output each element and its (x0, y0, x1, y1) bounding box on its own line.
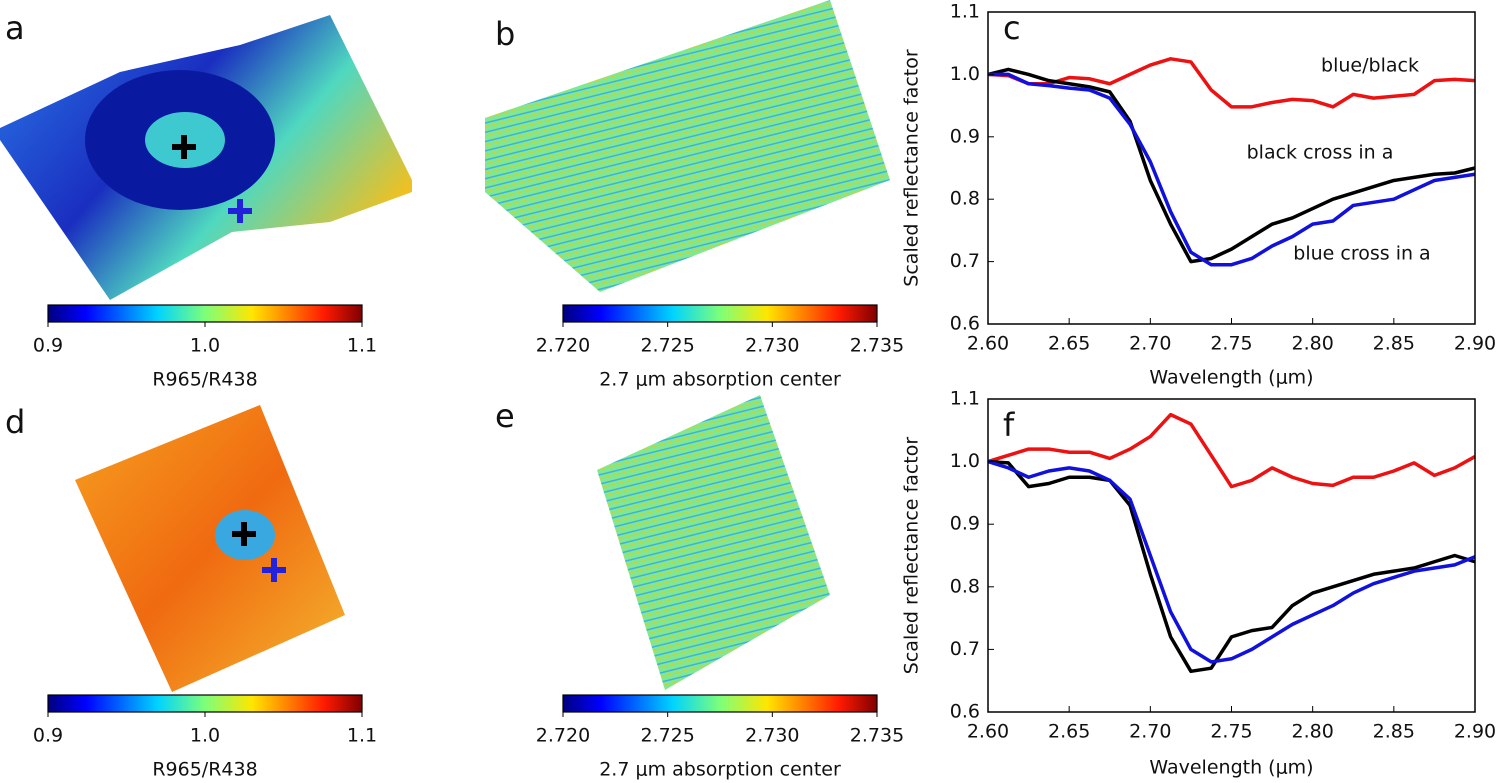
series-label: blue/black (1321, 55, 1419, 77)
x-tick-label: 2.60 (967, 721, 1009, 743)
x-tick-label: 2.85 (1373, 721, 1415, 743)
x-tick-label: 2.85 (1373, 333, 1415, 355)
x-tick-label: 2.70 (1129, 721, 1171, 743)
colorbar-tick-label: 2.720 (536, 335, 590, 357)
panel-label: c (1003, 9, 1021, 47)
y-tick-label: 1.0 (950, 63, 980, 85)
x-tick-label: 2.75 (1210, 333, 1252, 355)
y-tick-label: 0.8 (950, 188, 980, 210)
colorbar-label: 2.7 μm absorption center (599, 759, 841, 781)
colorbar-tick-label: 1.1 (347, 725, 377, 747)
colorbar-tick-label: 2.725 (640, 335, 694, 357)
x-tick-label: 2.65 (1048, 333, 1090, 355)
colorbar-tick-label: 2.730 (745, 335, 799, 357)
panel-label: f (1003, 406, 1015, 444)
x-tick-label: 2.90 (1454, 333, 1496, 355)
series-line (987, 459, 1476, 674)
colorbar (562, 694, 878, 713)
colorbar-tick-label: 1.0 (190, 725, 220, 747)
panel-label: b (495, 15, 515, 53)
x-tick-label: 2.70 (1129, 333, 1171, 355)
series-line (987, 412, 1476, 489)
y-tick-label: 0.9 (950, 125, 980, 147)
y-tick-label: 0.6 (950, 701, 980, 723)
series-line (987, 67, 1476, 264)
colorbar-tick-label: 2.735 (850, 335, 904, 357)
colorbar-tick-label: 2.725 (640, 725, 694, 747)
series-label: blue cross in a (1293, 243, 1430, 265)
series-line (987, 459, 1476, 664)
image-e (597, 395, 830, 690)
colorbar-tick-label: 1.1 (347, 335, 377, 357)
series-label: black cross in a (1247, 142, 1394, 164)
colorbar-tick-label: 2.730 (745, 725, 799, 747)
y-axis-label: Scaled reflectance factor (901, 437, 923, 675)
y-tick-label: 0.8 (950, 575, 980, 597)
colorbar (47, 304, 363, 323)
colorbar-tick-label: 1.0 (190, 335, 220, 357)
x-axis-label: Wavelength (μm) (1149, 757, 1313, 779)
y-axis-label: Scaled reflectance factor (901, 49, 923, 287)
colorbar-label: R965/R438 (152, 369, 257, 391)
series-line (987, 57, 1476, 109)
colorbar-tick-label: 0.9 (33, 335, 63, 357)
panel-label: a (5, 9, 25, 47)
image-a (0, 15, 412, 300)
colorbar-tick-label: 0.9 (33, 725, 63, 747)
x-tick-label: 2.80 (1292, 333, 1334, 355)
colorbar-tick-label: 2.735 (850, 725, 904, 747)
plot-frame (987, 398, 1476, 713)
colorbar-label: R965/R438 (152, 759, 257, 781)
panel-label: e (495, 397, 515, 435)
image-d (75, 405, 345, 692)
y-tick-label: 0.6 (950, 313, 980, 335)
x-tick-label: 2.60 (967, 333, 1009, 355)
y-tick-label: 0.7 (950, 250, 980, 272)
y-tick-label: 1.1 (950, 388, 980, 410)
series-line (988, 72, 1476, 267)
y-tick-label: 1.0 (950, 450, 980, 472)
colorbar (562, 304, 878, 323)
image-b (485, 0, 890, 292)
y-tick-label: 1.1 (950, 1, 980, 23)
colorbar-label: 2.7 μm absorption center (599, 369, 841, 391)
panel-label: d (5, 403, 25, 441)
y-tick-label: 0.7 (950, 638, 980, 660)
y-tick-label: 0.9 (950, 513, 980, 535)
x-tick-label: 2.80 (1292, 721, 1334, 743)
x-axis-label: Wavelength (μm) (1149, 367, 1313, 389)
x-tick-label: 2.75 (1210, 721, 1252, 743)
x-tick-label: 2.65 (1048, 721, 1090, 743)
x-tick-label: 2.90 (1454, 721, 1496, 743)
colorbar (47, 694, 363, 713)
colorbar-tick-label: 2.720 (536, 725, 590, 747)
